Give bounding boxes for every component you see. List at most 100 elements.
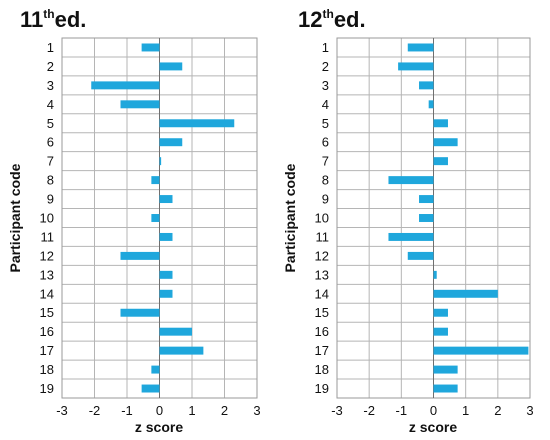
- bar-participant-1: [141, 43, 160, 52]
- x-tick-label: 2: [221, 403, 228, 418]
- title-superscript: th: [322, 7, 333, 21]
- y-axis-label: Participant code: [7, 163, 23, 272]
- category-label: 2: [47, 59, 54, 74]
- title-number: 11: [20, 7, 43, 32]
- category-label: 17: [40, 343, 54, 358]
- x-tick-label: 3: [526, 403, 533, 418]
- title-suffix: ed.: [334, 7, 366, 32]
- category-label: 4: [322, 97, 329, 112]
- bar-participant-4: [120, 100, 160, 109]
- bar-participant-6: [433, 138, 458, 147]
- bar-participant-10: [419, 214, 434, 222]
- bar-participant-15: [433, 308, 448, 317]
- category-label: 12: [315, 248, 329, 263]
- category-label: 8: [47, 173, 54, 188]
- category-label: 16: [315, 324, 329, 339]
- bar-participant-5: [159, 119, 235, 128]
- bar-participant-17: [159, 346, 204, 355]
- category-label: 14: [315, 286, 329, 301]
- x-tick-label: -2: [363, 403, 375, 418]
- bar-participant-14: [159, 289, 173, 298]
- bar-participant-7: [159, 157, 162, 166]
- panel-title: 11thed.: [20, 7, 86, 32]
- category-label: 18: [40, 362, 54, 377]
- bar-participant-12: [407, 251, 434, 260]
- title-suffix: ed.: [55, 7, 87, 32]
- bar-participant-4: [428, 100, 434, 109]
- category-label: 7: [47, 154, 54, 169]
- category-label: 1: [322, 40, 329, 55]
- category-label: 6: [322, 135, 329, 150]
- bar-participant-19: [433, 384, 458, 393]
- category-label: 10: [315, 211, 329, 226]
- category-label: 19: [315, 381, 329, 396]
- category-label: 8: [322, 173, 329, 188]
- category-label: 11: [316, 229, 330, 244]
- bar-participant-18: [433, 365, 458, 374]
- bar-participant-13: [433, 270, 437, 279]
- bar-participant-15: [120, 308, 160, 317]
- category-label: 10: [40, 211, 54, 226]
- bar-participant-11: [388, 232, 434, 241]
- bar-participant-14: [433, 289, 498, 298]
- bar-participant-3: [91, 81, 160, 90]
- category-label: 16: [40, 324, 54, 339]
- category-label: 3: [47, 78, 54, 93]
- bar-participant-2: [159, 62, 183, 71]
- title-superscript: th: [43, 7, 54, 21]
- bar-participant-5: [433, 119, 448, 128]
- category-label: 17: [315, 343, 329, 358]
- bar-participant-12: [120, 251, 160, 260]
- category-label: 5: [47, 116, 54, 131]
- category-label: 6: [47, 135, 54, 150]
- bar-participant-9: [159, 195, 173, 204]
- category-label: 11: [41, 229, 55, 244]
- bar-participant-6: [159, 138, 183, 147]
- bar-participant-18: [151, 365, 160, 374]
- bar-participant-3: [419, 81, 434, 90]
- bar-participant-8: [151, 176, 160, 185]
- bar-participant-19: [141, 384, 160, 393]
- category-label: 9: [47, 192, 54, 207]
- category-label: 3: [322, 78, 329, 93]
- category-label: 7: [322, 154, 329, 169]
- x-axis-label: z score: [135, 419, 183, 435]
- x-tick-label: 3: [253, 403, 260, 418]
- bar-participant-2: [398, 62, 434, 71]
- x-tick-label: -1: [121, 403, 133, 418]
- x-tick-label: 0: [430, 403, 437, 418]
- x-tick-label: -2: [89, 403, 101, 418]
- bar-participant-10: [151, 214, 160, 222]
- bar-participant-16: [433, 327, 448, 336]
- x-tick-label: 1: [462, 403, 469, 418]
- bar-participant-13: [159, 270, 173, 279]
- x-tick-label: -3: [56, 403, 68, 418]
- title-number: 12: [298, 7, 322, 32]
- category-label: 15: [315, 305, 329, 320]
- bar-participant-17: [433, 346, 529, 355]
- x-tick-label: -3: [331, 403, 343, 418]
- category-label: 1: [47, 40, 54, 55]
- category-label: 9: [322, 192, 329, 207]
- x-tick-label: -1: [396, 403, 408, 418]
- panel-title: 12thed.: [298, 7, 366, 32]
- category-label: 14: [40, 286, 54, 301]
- x-tick-label: 1: [188, 403, 195, 418]
- category-label: 13: [315, 267, 329, 282]
- category-label: 12: [40, 248, 54, 263]
- category-label: 5: [322, 116, 329, 131]
- category-label: 2: [322, 59, 329, 74]
- x-axis-label: z score: [409, 419, 457, 435]
- bar-participant-1: [407, 43, 434, 52]
- x-tick-label: 2: [494, 403, 501, 418]
- x-tick-label: 0: [156, 403, 163, 418]
- bar-participant-16: [159, 327, 192, 336]
- category-label: 13: [40, 267, 54, 282]
- bar-participant-8: [388, 176, 434, 185]
- y-axis-label: Participant code: [282, 163, 298, 272]
- category-label: 15: [40, 305, 54, 320]
- bar-participant-9: [419, 195, 434, 204]
